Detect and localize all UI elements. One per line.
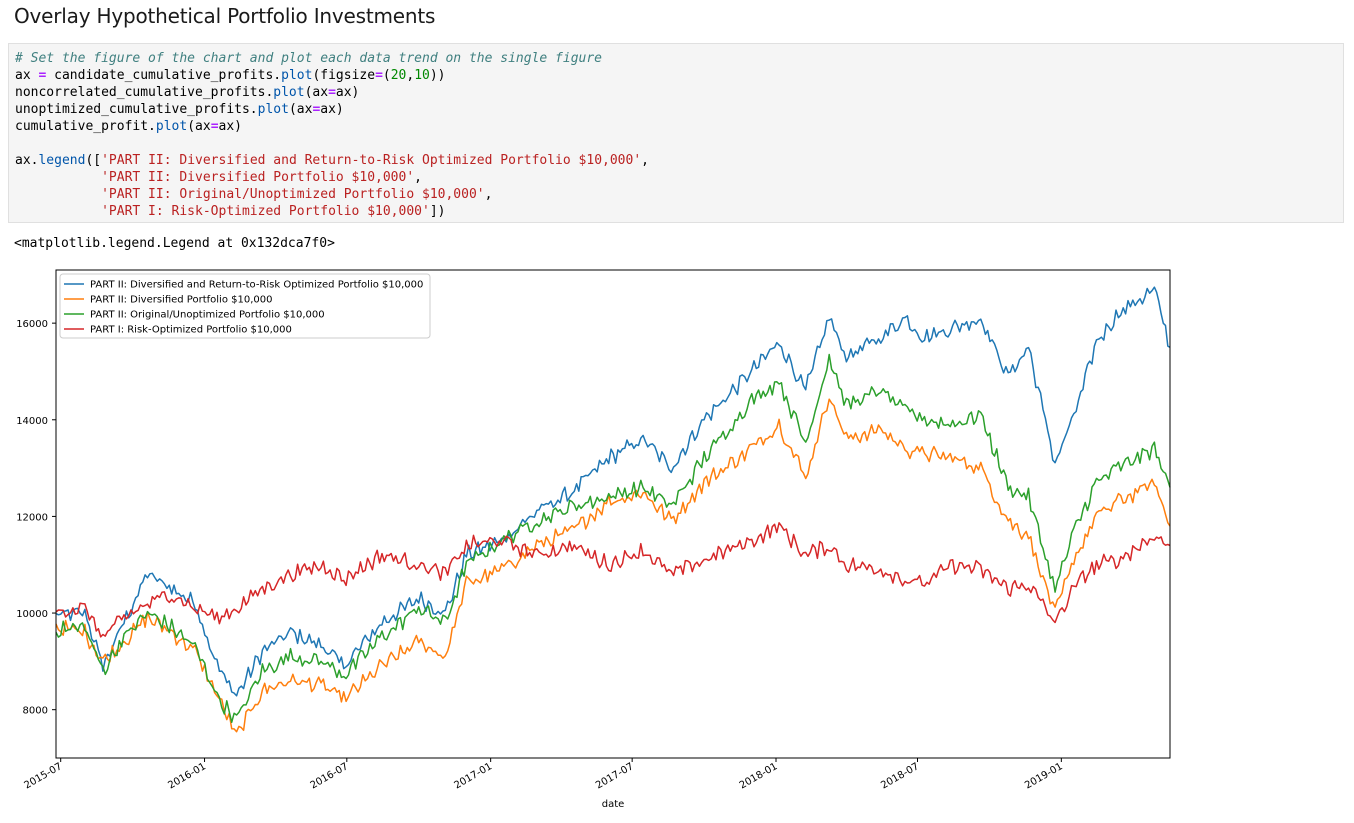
code-token: (ax: [304, 85, 329, 100]
code-token: =: [38, 68, 47, 83]
y-tick-label: 16000: [16, 319, 48, 330]
code-token: )): [429, 68, 446, 83]
code-token: 'PART II: Original/Unoptimized Portfolio…: [101, 187, 485, 202]
code-token: =: [375, 68, 383, 83]
code-token: plot: [155, 119, 188, 134]
code-editor[interactable]: # Set the figure of the chart and plot e…: [15, 50, 649, 220]
code-token: ]): [429, 204, 446, 219]
x-tick-label: 2015-07: [22, 761, 64, 791]
code-token: (figsize: [312, 68, 376, 83]
series-line: [55, 522, 1171, 638]
code-token: 'PART II: Diversified Portfolio $10,000': [101, 170, 415, 185]
code-token: ,: [414, 170, 422, 185]
code-token: (ax: [288, 102, 313, 117]
code-line: unoptimized_cumulative_profits.plot(ax=a…: [15, 101, 649, 118]
y-tick-label: 12000: [16, 512, 48, 523]
x-tick-label: 2017-01: [452, 761, 494, 791]
page-title: Overlay Hypothetical Portfolio Investmen…: [14, 4, 436, 28]
x-tick-label: 2018-01: [738, 761, 780, 791]
code-token: [15, 187, 101, 202]
y-tick-label: 8000: [23, 706, 48, 717]
series-line: [55, 353, 1171, 724]
plot-frame: [55, 269, 1171, 759]
code-token: 20: [390, 68, 407, 83]
x-axis-label: date: [602, 799, 625, 810]
code-line: 'PART II: Original/Unoptimized Portfolio…: [15, 186, 649, 203]
code-token: =: [312, 102, 321, 117]
code-token: ax: [15, 68, 39, 83]
code-token: 10: [414, 68, 430, 83]
code-token: =: [210, 119, 219, 134]
code-token: ax): [320, 102, 344, 117]
code-token: ax): [218, 119, 242, 134]
code-token: ,: [406, 68, 415, 83]
legend-entry: PART I: Risk-Optimized Portfolio $10,000: [90, 325, 292, 336]
code-token: [15, 204, 101, 219]
legend-entry: PART II: Original/Unoptimized Portfolio …: [90, 310, 325, 321]
legend-box: [59, 273, 431, 339]
y-tick-label: 10000: [16, 609, 48, 620]
x-tick-label: 2016-07: [309, 761, 351, 791]
x-tick-label: 2017-07: [594, 761, 636, 791]
code-token: 'PART I: Risk-Optimized Portfolio $10,00…: [101, 204, 430, 219]
code-token: (: [382, 68, 391, 83]
code-line: ax = candidate_cumulative_profits.plot(f…: [15, 67, 649, 84]
code-token: candidate_cumulative_profits.: [46, 68, 282, 83]
code-token: ,: [641, 153, 649, 168]
code-token: # Set the figure of the chart and plot e…: [15, 51, 602, 66]
code-token: plot: [281, 68, 313, 83]
code-token: ([: [85, 153, 102, 168]
code-token: legend: [38, 153, 86, 168]
code-token: plot: [273, 85, 305, 100]
code-line: # Set the figure of the chart and plot e…: [15, 50, 649, 67]
code-token: ax): [335, 85, 360, 100]
code-line: noncorrelated_cumulative_profits.plot(ax…: [15, 84, 649, 101]
x-tick-label: 2018-07: [879, 761, 921, 791]
code-token: unoptimized_cumulative_profits.: [15, 102, 258, 117]
code-token: ax.: [15, 153, 39, 168]
code-token: =: [328, 85, 336, 100]
code-cell[interactable]: # Set the figure of the chart and plot e…: [8, 43, 1344, 223]
code-line: 'PART II: Diversified Portfolio $10,000'…: [15, 169, 649, 186]
code-line: cumulative_profit.plot(ax=ax): [15, 118, 649, 135]
code-token: cumulative_profit.: [15, 119, 156, 134]
y-tick-label: 14000: [16, 416, 48, 427]
code-token: plot: [257, 102, 289, 117]
legend-entry: PART II: Diversified Portfolio $10,000: [90, 295, 272, 306]
code-token: noncorrelated_cumulative_profits.: [15, 85, 274, 100]
code-token: (ax: [187, 119, 211, 134]
x-tick-label: 2016-01: [166, 761, 208, 791]
code-line: [15, 135, 649, 152]
line-chart: 8000 10000 12000 14000 16000 2015-07 2016-01 20…: [16, 269, 1171, 810]
cell-output-text: <matplotlib.legend.Legend at 0x132dca7f0…: [14, 236, 335, 251]
code-line: ax.legend(['PART II: Diversified and Ret…: [15, 152, 649, 169]
code-token: [15, 170, 101, 185]
x-tick-label: 2019-01: [1023, 761, 1065, 791]
code-line: 'PART I: Risk-Optimized Portfolio $10,00…: [15, 203, 649, 220]
series-line: [55, 398, 1171, 733]
code-token: 'PART II: Diversified and Return-to-Risk…: [101, 153, 642, 168]
legend-entry: PART II: Diversified and Return-to-Risk …: [90, 280, 423, 291]
code-token: ,: [484, 187, 493, 202]
series-line: [55, 286, 1171, 697]
